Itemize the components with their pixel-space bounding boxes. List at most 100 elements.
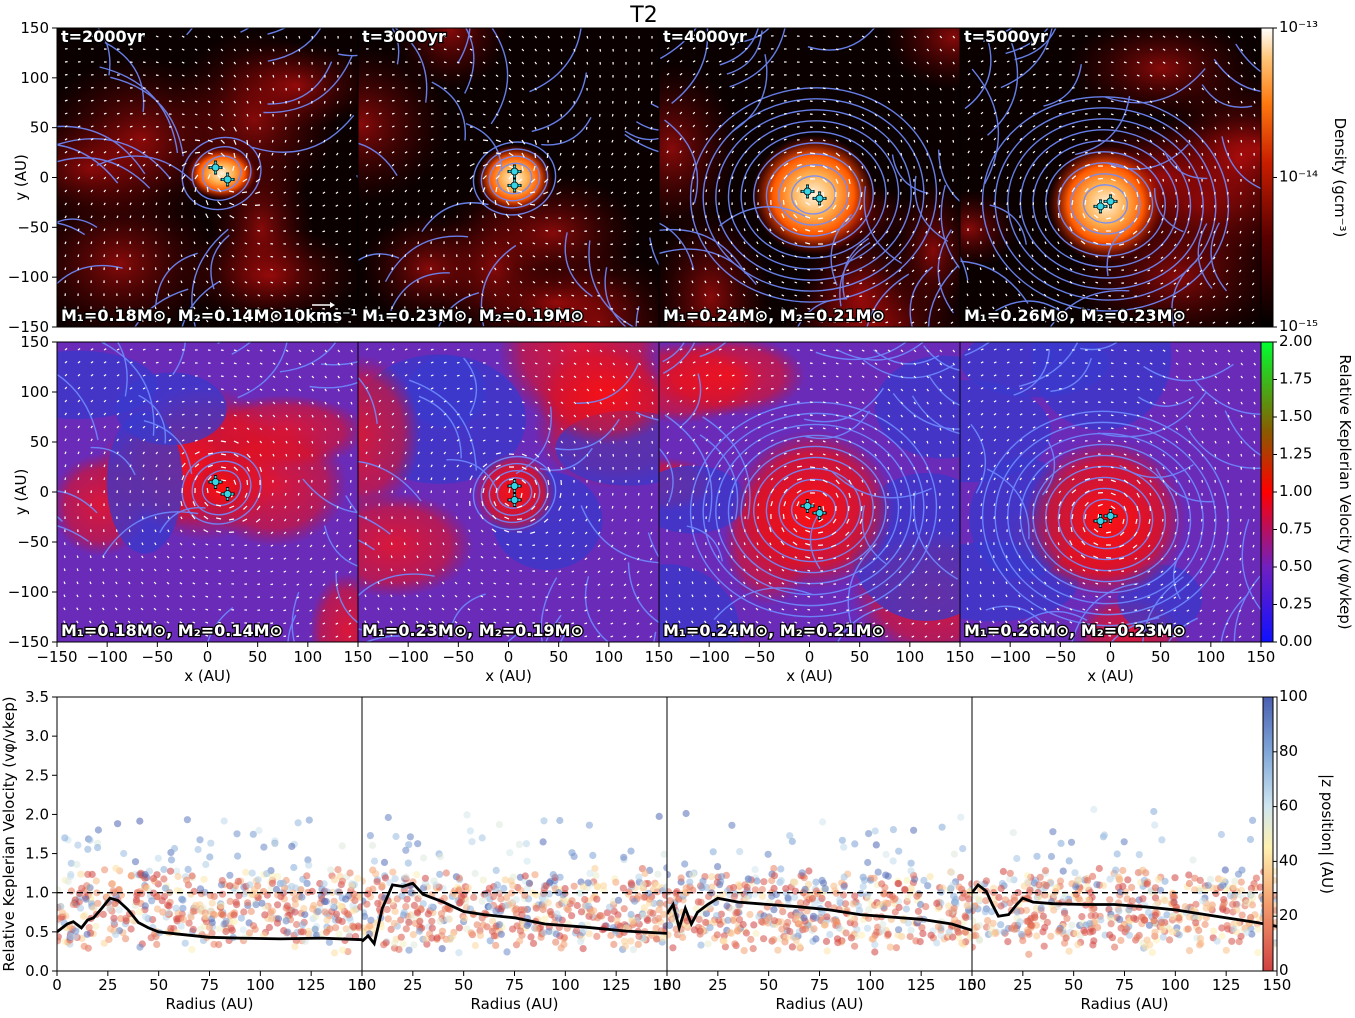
velocity-arrow xyxy=(1058,413,1062,416)
velocity-arrow xyxy=(336,113,339,117)
velocity-arrow xyxy=(966,633,969,637)
time-label: t=5000yr xyxy=(964,27,1048,46)
velocity-arrow xyxy=(861,100,865,104)
velocity-arrow xyxy=(1123,126,1127,129)
velocity-arrow xyxy=(467,555,471,559)
velocity-arrow xyxy=(742,594,746,598)
velocity-arrow xyxy=(194,113,198,116)
velocity-arrow xyxy=(846,518,850,524)
velocity-arrow xyxy=(233,414,237,417)
velocity-arrow xyxy=(744,503,747,507)
streamline-loop xyxy=(1032,140,1179,268)
velocity-arrow xyxy=(571,178,575,182)
velocity-arrow xyxy=(1123,362,1127,365)
velocity-arrow xyxy=(691,280,694,284)
velocity-arrow xyxy=(1212,295,1216,299)
velocity-arrow xyxy=(861,375,865,378)
streamline xyxy=(358,573,435,597)
velocity-arrow xyxy=(1239,243,1242,247)
velocity-arrow xyxy=(1136,466,1140,470)
velocity-arrow xyxy=(993,86,997,89)
velocity-arrow xyxy=(993,99,997,102)
velocity-arrow xyxy=(378,425,382,429)
keplerian-panel: M₁=0.18M⊙, M₂=0.14M⊙ xyxy=(56,341,359,643)
velocity-arrow xyxy=(678,280,681,284)
velocity-arrow xyxy=(64,464,67,468)
velocity-arrow xyxy=(534,48,537,52)
velocity-arrow xyxy=(623,230,627,233)
velocity-arrow xyxy=(625,440,628,444)
velocity-arrow xyxy=(926,375,930,379)
velocity-arrow xyxy=(1032,73,1036,76)
velocity-arrow xyxy=(1212,570,1216,574)
velocity-arrow xyxy=(742,293,746,297)
x-axis-label: x (AU) xyxy=(786,667,833,685)
velocity-arrow xyxy=(872,596,876,599)
velocity-arrow xyxy=(1069,540,1073,546)
velocity-arrow xyxy=(1147,269,1151,272)
velocity-arrow xyxy=(967,399,971,403)
velocity-arrow xyxy=(64,477,67,481)
velocity-arrow xyxy=(167,254,170,258)
velocity-arrow xyxy=(1123,191,1127,197)
velocity-arrow xyxy=(1188,87,1192,91)
velocity-arrow xyxy=(1058,490,1062,494)
velocity-arrow xyxy=(952,375,955,379)
velocity-arrow xyxy=(283,635,287,638)
velocity-arrow xyxy=(1251,609,1255,613)
velocity-arrow xyxy=(1030,319,1034,323)
velocity-arrow xyxy=(469,151,473,154)
velocity-arrow xyxy=(848,74,852,77)
velocity-arrow xyxy=(1071,465,1075,468)
velocity-arrow xyxy=(571,191,575,194)
velocity-arrow xyxy=(924,635,928,638)
mass-label: M₁=0.24M⊙, M₂=0.21M⊙ xyxy=(663,621,885,640)
velocity-arrow xyxy=(1082,320,1086,323)
velocity-arrow xyxy=(665,568,668,572)
velocity-arrow xyxy=(1226,544,1229,548)
velocity-arrow xyxy=(270,178,274,182)
velocity-arrow xyxy=(154,280,157,284)
velocity-arrow xyxy=(142,425,146,429)
streamline-loop xyxy=(765,153,862,237)
velocity-arrow xyxy=(859,518,863,524)
velocity-arrow xyxy=(1032,47,1036,50)
velocity-arrow xyxy=(378,202,381,206)
velocity-arrow xyxy=(636,204,640,207)
scatter-points xyxy=(57,816,362,957)
velocity-arrow xyxy=(1069,226,1073,232)
velocity-arrow xyxy=(508,165,514,169)
velocity-arrow xyxy=(1149,152,1153,156)
velocity-arrow xyxy=(429,529,432,533)
velocity-arrow xyxy=(543,178,549,183)
velocity-arrow xyxy=(1032,125,1036,128)
velocity-arrow xyxy=(610,557,614,561)
velocity-arrow xyxy=(638,427,641,431)
velocity-arrow xyxy=(482,175,487,180)
velocity-arrow xyxy=(1045,400,1049,403)
velocity-arrow xyxy=(311,388,314,392)
velocity-arrow xyxy=(114,607,118,611)
velocity-arrow xyxy=(599,401,602,405)
velocity-arrow xyxy=(103,425,107,429)
velocity-arrow xyxy=(218,582,222,585)
x-tick-label: 150 xyxy=(1247,648,1276,666)
velocity-arrow xyxy=(365,267,368,271)
velocity-arrow xyxy=(1160,308,1164,311)
velocity-arrow xyxy=(1147,596,1151,599)
velocity-arrow xyxy=(1006,60,1010,63)
velocity-arrow xyxy=(1018,568,1021,572)
velocity-arrow xyxy=(1134,596,1138,599)
velocity-arrow xyxy=(573,74,576,78)
velocity-arrow xyxy=(1019,86,1023,89)
velocity-arrow xyxy=(1045,163,1049,167)
velocity-arrow xyxy=(285,440,288,444)
velocity-arrow xyxy=(90,176,94,180)
velocity-arrow xyxy=(482,487,485,494)
velocity-arrow xyxy=(1226,256,1229,260)
velocity-arrow xyxy=(887,152,890,156)
velocity-arrow xyxy=(116,412,120,416)
sink-marker xyxy=(1103,509,1118,523)
velocity-arrow xyxy=(1227,139,1230,143)
streamline xyxy=(57,490,98,514)
